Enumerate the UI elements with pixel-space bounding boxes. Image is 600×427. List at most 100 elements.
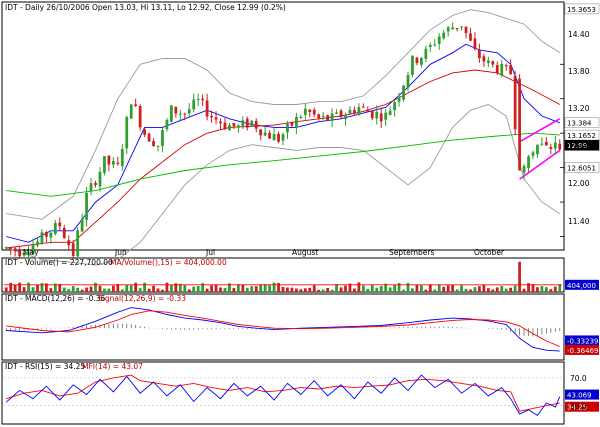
volume-bar xyxy=(125,284,129,292)
x-label-may: May xyxy=(23,248,39,257)
candle-body xyxy=(437,36,441,44)
candle-body xyxy=(379,113,383,122)
volume-bar xyxy=(509,287,513,292)
candle-body xyxy=(89,183,93,192)
volume-bar xyxy=(286,287,289,292)
candle-body xyxy=(321,115,325,117)
candle-body xyxy=(344,114,347,120)
candle-body xyxy=(469,33,472,41)
volume-bar xyxy=(134,282,138,292)
candle-body xyxy=(317,114,321,118)
volume-bar xyxy=(67,289,71,292)
candle-body xyxy=(486,60,490,64)
volume-bar xyxy=(415,284,419,292)
overlay-bollinger-lower xyxy=(6,104,561,266)
price-badge-label: 15.3653 xyxy=(567,6,596,14)
candle-body xyxy=(120,149,124,167)
candle-body xyxy=(62,227,66,239)
y-tick-11-40: 11.40 xyxy=(568,217,590,226)
candle-body xyxy=(36,241,39,246)
volume-badge-label: 404,000 xyxy=(567,282,596,290)
volume-bar xyxy=(201,283,205,292)
volume-bar xyxy=(379,286,383,292)
volume-legend-volume: IDT - Volume() = 227,700.00 xyxy=(5,258,113,267)
volume-bar xyxy=(357,282,361,292)
volume-bar xyxy=(174,283,178,292)
volume-bar xyxy=(518,261,521,292)
candle-body xyxy=(76,230,80,257)
volume-bar xyxy=(254,286,258,292)
volume-bar xyxy=(290,287,294,292)
rsi-legend-mfi: MFI(14) = 43.07 xyxy=(82,362,143,371)
volume-bar xyxy=(295,288,298,292)
rsi-badge xyxy=(565,389,599,400)
candle-body xyxy=(411,55,414,75)
candle-body xyxy=(375,111,379,119)
candle-body xyxy=(513,75,517,130)
volume-bar xyxy=(308,287,312,292)
volume-bar xyxy=(94,282,97,292)
candle-body xyxy=(303,108,307,115)
volume-bar xyxy=(330,289,334,292)
volume-bar xyxy=(397,283,401,292)
rsi-series-rsi xyxy=(6,374,560,412)
candle-body xyxy=(111,161,115,165)
candle-body xyxy=(250,120,254,126)
candle-body xyxy=(228,125,231,131)
candle-body xyxy=(299,116,303,118)
candle-body xyxy=(214,117,218,120)
channel-line xyxy=(519,118,561,143)
volume-bar xyxy=(442,286,446,292)
volume-bar xyxy=(187,289,191,292)
volume-bar xyxy=(486,288,490,292)
volume-bar xyxy=(245,287,249,292)
volume-bar xyxy=(228,283,231,292)
volume-bar xyxy=(303,288,307,292)
volume-bar xyxy=(272,282,276,292)
rsi-panel xyxy=(1,361,565,425)
volume-bar xyxy=(464,288,468,292)
volume-bar xyxy=(549,289,553,292)
candle-body xyxy=(107,155,111,165)
candle-body xyxy=(464,26,468,34)
volume-bar xyxy=(76,287,80,292)
price-badge-label: 12.6051 xyxy=(567,164,596,172)
volume-bar xyxy=(53,283,57,292)
overlay-bollinger-upper xyxy=(6,9,561,220)
volume-bar xyxy=(259,284,263,292)
candle-body xyxy=(80,218,84,232)
candle-body xyxy=(478,49,481,59)
candle-body xyxy=(370,110,374,119)
candle-body xyxy=(500,63,504,76)
volume-bar xyxy=(344,285,347,292)
price-badge xyxy=(564,3,600,15)
volume-bar xyxy=(491,289,495,292)
volume-bar xyxy=(500,285,504,292)
volume-bar xyxy=(531,284,535,292)
candle-body xyxy=(473,38,477,50)
candle-body xyxy=(152,141,155,147)
volume-bar xyxy=(433,289,437,292)
volume-bar xyxy=(469,289,472,292)
volume-bar xyxy=(437,284,441,292)
candle-body xyxy=(58,222,62,227)
candle-body xyxy=(22,253,26,256)
volume-bar xyxy=(236,284,240,292)
volume-bar xyxy=(9,282,13,292)
x-label-jul: Jul xyxy=(205,248,215,257)
candle-body xyxy=(9,247,13,249)
candle-body xyxy=(330,113,334,121)
volume-bar xyxy=(89,286,93,292)
volume-bar xyxy=(45,283,48,292)
volume-bar xyxy=(263,284,267,292)
candle-body xyxy=(272,134,276,141)
candle-body xyxy=(49,232,53,238)
candle-body xyxy=(531,152,535,156)
overlay-ma-long xyxy=(6,132,560,197)
candle-body xyxy=(4,247,8,249)
volume-bar xyxy=(424,289,428,292)
volume-bar xyxy=(129,285,133,292)
candle-body xyxy=(263,132,267,136)
candle-body xyxy=(308,109,312,113)
